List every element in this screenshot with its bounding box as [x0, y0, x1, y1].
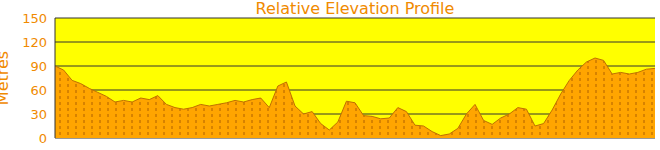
- svg-text:30: 30: [30, 107, 47, 122]
- svg-text:0: 0: [39, 131, 47, 146]
- svg-text:120: 120: [22, 35, 47, 50]
- svg-text:Metres: Metres: [8, 51, 12, 105]
- svg-text:150: 150: [22, 11, 47, 26]
- svg-text:60: 60: [30, 83, 47, 98]
- svg-text:90: 90: [30, 59, 47, 74]
- html-text:Relative Elevation Profile: Relative Elevation Profile: [255, 0, 455, 18]
